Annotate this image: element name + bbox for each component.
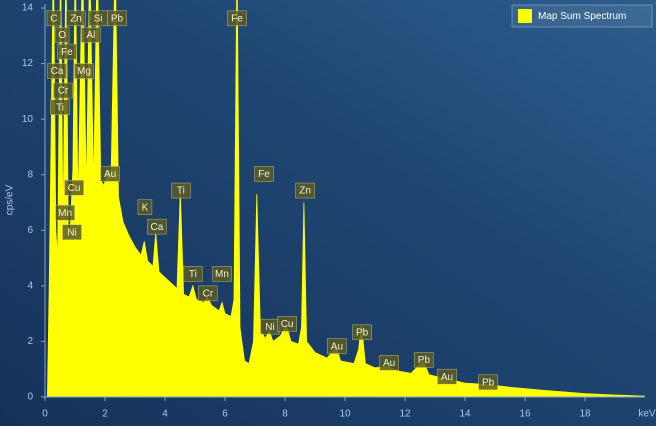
annotation-label: Mn [58,208,72,219]
annotation-box [352,324,372,341]
annotation-label: Au [331,341,343,352]
x-tick-label: 8 [282,409,288,420]
y-axis-label: cps/eV [5,184,16,215]
annotation-box [478,374,498,391]
x-tick-label: 4 [162,409,168,420]
annotation-label: Ni [67,227,76,238]
annotation-label: Ti [177,186,185,197]
annotation-label: Cr [203,288,214,299]
annotation-label: Fe [61,47,73,58]
annotation-box [183,266,203,282]
annotation-label: Pb [111,13,124,24]
plot-area [45,0,645,397]
x-tick-label: 18 [579,409,591,420]
annotation-label: C [50,13,57,24]
annotation-box [327,338,347,354]
legend-label[interactable]: Map Sum Spectrum [538,11,626,22]
y-tick-label: 0 [27,392,33,403]
annotation-box [100,166,120,182]
x-tick-label: 0 [42,409,48,420]
annotation-label: Ni [265,322,274,333]
annotation-box [254,166,274,182]
y-tick-label: 6 [27,225,33,236]
x-tick-label: 16 [519,409,531,420]
annotation-label: Ca [51,66,64,77]
annotation-label: Mg [77,66,91,77]
legend[interactable]: Map Sum Spectrum [511,4,653,28]
annotation-label: Cu [281,319,294,330]
annotation-box [147,218,167,235]
x-axis-label: keV [638,409,656,420]
axes: 0 2 4 6 8 10 12 14 16 18 0 2 4 6 8 10 12 14 keV cps/eV [5,3,656,420]
y-tick-label: 8 [27,169,33,180]
annotation-box [57,43,77,60]
annotation-box [74,63,94,79]
annotation-label: Si [94,13,103,24]
annotation-label: Au [383,358,395,369]
annotation-label: Cr [58,86,69,97]
x-tick-label: 2 [102,409,108,420]
annotation-label: Zn [299,186,311,197]
annotation-box [379,355,399,371]
annotation-box [62,224,82,241]
annotation-box [81,27,101,43]
annotation-label: Pb [482,377,495,388]
annotation-box [64,179,84,196]
annotation-label: Ti [189,269,197,280]
annotation-label: O [58,30,66,41]
legend-swatch[interactable] [518,9,532,23]
x-tick-label: 10 [339,409,351,420]
annotation-box [277,316,297,332]
annotation-label: Fe [231,13,243,24]
annotation-box [171,182,191,199]
y-tick-label: 14 [22,3,34,14]
annotation-label: Ti [56,102,64,113]
annotation-box [227,10,247,27]
x-tick-label: 6 [222,409,228,420]
annotation-box [107,10,127,27]
y-tick-label: 2 [27,336,33,347]
annotation-label: Au [104,169,116,180]
annotation-label: Mn [215,269,229,280]
annotation-box [66,10,86,27]
annotation-box [212,266,232,282]
x-tick-label: 14 [459,409,471,420]
legend-box[interactable] [511,4,653,28]
x-tick-label: 12 [399,409,411,420]
annotation-label: Au [441,372,453,383]
annotation-box [414,352,434,368]
annotation-label: Fe [258,169,270,180]
annotation-box [53,82,73,99]
annotation-box [54,27,70,43]
y-tick-label: 12 [22,58,34,69]
spectrum-area [45,0,645,397]
annotation-box [295,182,315,199]
annotation-label: Pb [418,355,431,366]
annotation-box [437,368,457,385]
annotation-label: Zn [70,13,82,24]
annotation-label: Cu [68,183,81,194]
annotation-label: K [142,202,149,213]
annotation-box [198,285,218,302]
y-tick-label: 4 [27,280,33,291]
annotation-box [137,199,153,216]
annotation-label: Pb [356,327,369,338]
y-tick-label: 10 [22,114,34,125]
annotation-label: Ca [151,222,164,233]
annotation-label: Al [86,30,95,41]
annotation-box [50,99,70,115]
annotation-box [46,10,62,27]
annotation-box [55,204,75,221]
annotation-box [47,63,67,79]
